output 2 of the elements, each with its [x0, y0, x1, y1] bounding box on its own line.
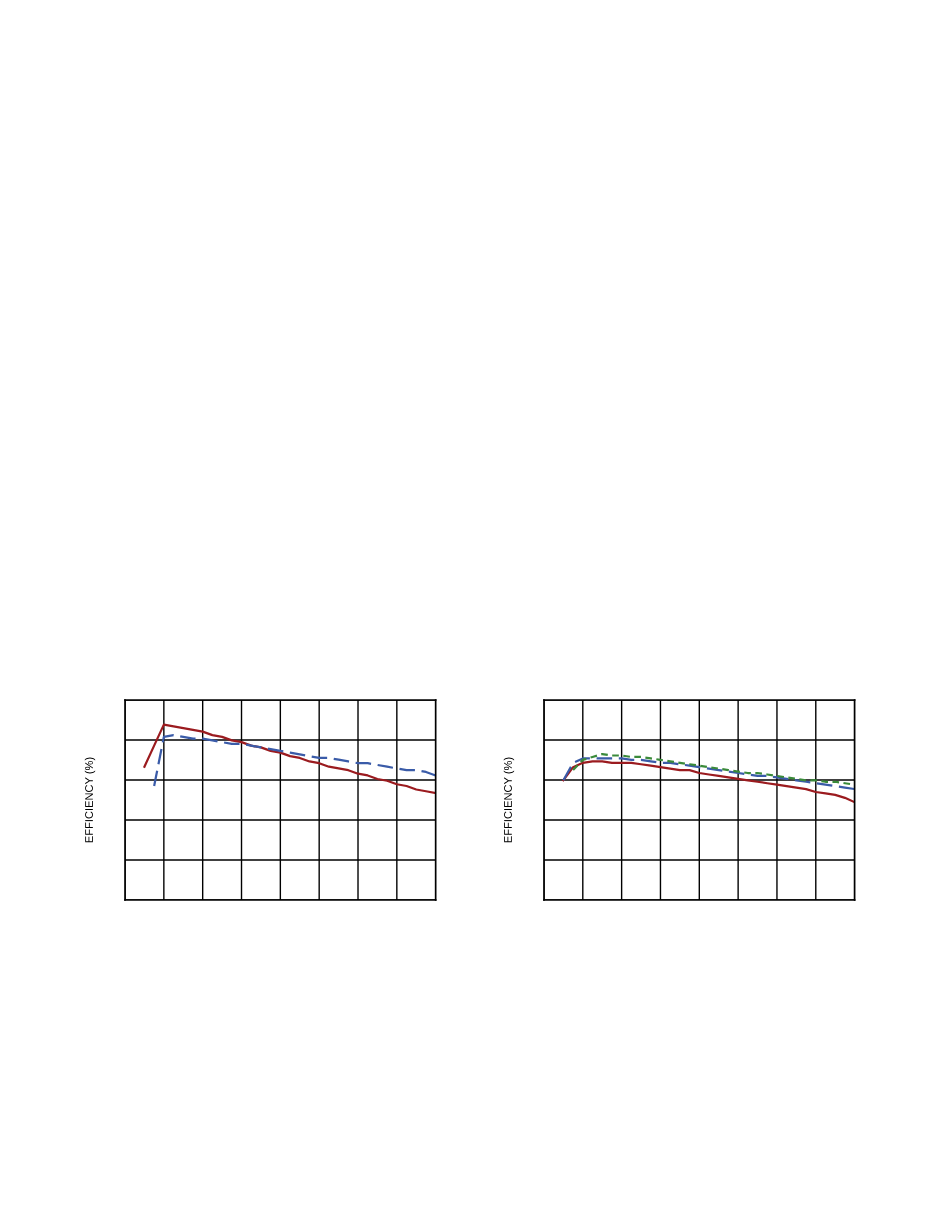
y-axis-title: EFFICIENCY (%): [84, 757, 96, 843]
y-axis-title: EFFICIENCY (%): [503, 757, 515, 843]
